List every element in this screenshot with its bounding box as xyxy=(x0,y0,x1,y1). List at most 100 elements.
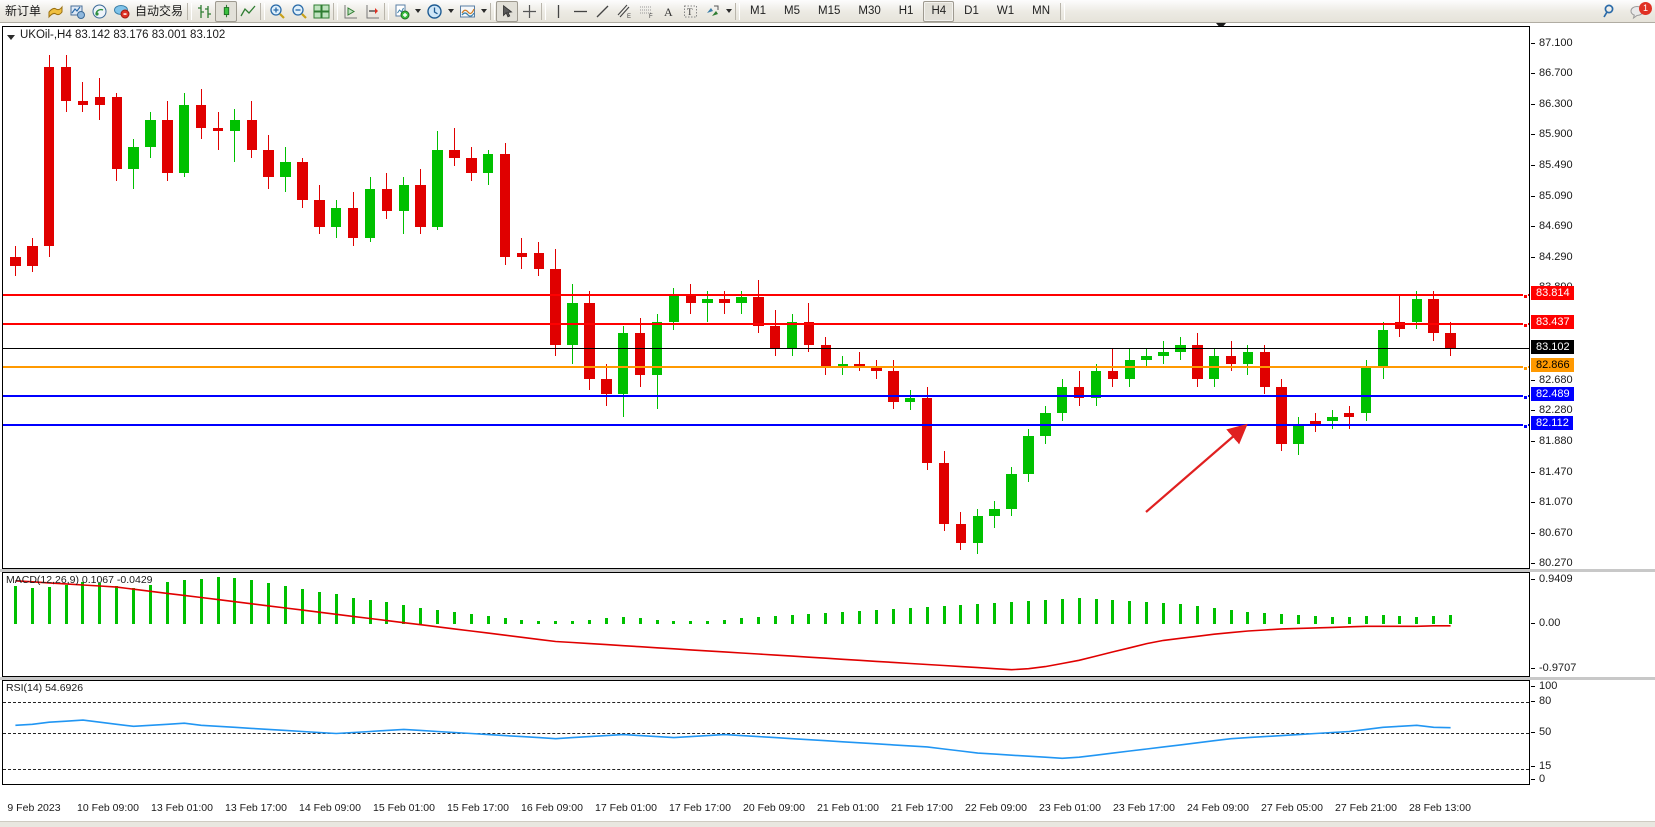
price-line-support-1[interactable] xyxy=(3,395,1529,401)
candle-body xyxy=(888,371,899,402)
price-line-handle[interactable] xyxy=(1523,294,1528,300)
tile-windows-icon[interactable] xyxy=(310,1,332,22)
time-axis[interactable]: 9 Feb 2023 10 Feb 09:00 13 Feb 01:00 13 Feb… xyxy=(0,799,1655,821)
macd-histogram-bar xyxy=(1077,597,1081,624)
price-axis[interactable]: 87.100 86.700 86.300 85.900 85.490 85.090 84.6… xyxy=(1531,26,1655,569)
timeframe-w1[interactable]: W1 xyxy=(996,4,1015,17)
macd-histogram-bar xyxy=(891,609,895,624)
price-line-handle[interactable] xyxy=(1523,395,1528,401)
candle-body xyxy=(364,188,376,239)
text-icon[interactable]: A xyxy=(657,1,679,22)
candle-body xyxy=(1327,417,1338,421)
chart-root: UKOil-,H4 83.142 83.176 83.001 83.102 87… xyxy=(0,23,1655,827)
period-clock-icon[interactable] xyxy=(423,1,445,22)
timeframe-h1[interactable]: H1 xyxy=(898,4,914,17)
macd-histogram-bar xyxy=(976,603,980,624)
panel-separator[interactable] xyxy=(0,569,1655,572)
navigator-icon[interactable] xyxy=(88,1,110,22)
timeframe-m30[interactable]: M30 xyxy=(858,4,881,17)
text-label-icon[interactable]: T xyxy=(679,1,701,22)
bar-chart-icon[interactable] xyxy=(193,1,215,22)
data-window-icon[interactable] xyxy=(44,1,66,22)
timeframe-m1[interactable]: M1 xyxy=(750,4,767,17)
timeframe-h4[interactable]: H4 xyxy=(923,0,955,22)
macd-tick: 0.9409 xyxy=(1531,573,1573,585)
candlestick-chart-icon[interactable] xyxy=(215,0,238,22)
macd-plot-area[interactable] xyxy=(2,572,1530,677)
horizontal-line-icon[interactable] xyxy=(569,1,591,22)
fibonacci-icon[interactable]: F xyxy=(635,1,657,22)
candle-body xyxy=(229,119,241,132)
notifications-icon[interactable]: 1 xyxy=(1623,1,1653,22)
rsi-tick: 15 xyxy=(1531,760,1551,772)
price-line-resistance-2[interactable] xyxy=(3,322,1529,328)
price-line-handle[interactable] xyxy=(1523,322,1528,328)
price-tick: 82.280 xyxy=(1531,404,1573,416)
price-line-resistance-1[interactable] xyxy=(3,294,1529,300)
new-chart-dropdown-icon[interactable] xyxy=(412,1,423,22)
candle-body xyxy=(415,184,426,227)
macd-signal-line xyxy=(15,580,1451,671)
timeframe-d1[interactable]: D1 xyxy=(964,4,979,17)
candle-body xyxy=(60,66,72,101)
zoom-out-icon[interactable] xyxy=(288,1,310,22)
candle-body xyxy=(43,66,55,246)
candle-body xyxy=(162,119,173,174)
cursor-icon[interactable] xyxy=(496,0,519,22)
period-dropdown-icon[interactable] xyxy=(445,1,456,22)
time-label: 21 Feb 17:00 xyxy=(891,802,953,814)
timeframe-m5[interactable]: M5 xyxy=(784,4,800,17)
price-panel[interactable]: UKOil-,H4 83.142 83.176 83.001 83.102 87… xyxy=(0,26,1655,569)
rsi-plot-area[interactable] xyxy=(2,680,1530,785)
price-line-pivot[interactable] xyxy=(3,366,1529,372)
autotrading-button[interactable]: 自动交易 xyxy=(135,3,184,18)
price-tick: 85.090 xyxy=(1531,190,1573,202)
price-line-current-price[interactable] xyxy=(3,348,1529,350)
macd-panel[interactable]: MACD(12,26,9) 0.1067 -0.0429 0.9409 0.00 -… xyxy=(0,572,1655,677)
rsi-panel[interactable]: RSI(14) 54.6926 100 80 50 15 0 xyxy=(0,680,1655,785)
candle-body xyxy=(753,296,764,326)
timeframe-mn[interactable]: MN xyxy=(1032,4,1050,17)
candle-body xyxy=(685,295,696,303)
annotation-arrow-up[interactable] xyxy=(1138,422,1258,522)
auto-scroll-icon[interactable] xyxy=(361,1,383,22)
new-chart-icon[interactable] xyxy=(390,1,412,22)
arrows-dropdown-icon[interactable] xyxy=(723,1,734,22)
price-tick: 84.690 xyxy=(1531,220,1573,232)
zoom-in-icon[interactable] xyxy=(266,1,288,22)
price-line-handle[interactable] xyxy=(1523,423,1528,429)
time-label: 27 Feb 21:00 xyxy=(1335,802,1397,814)
timeframe-m15[interactable]: M15 xyxy=(818,4,841,17)
candle-body xyxy=(1344,413,1355,418)
templates-dropdown-icon[interactable] xyxy=(478,1,489,22)
equidistant-channel-icon[interactable]: E xyxy=(613,1,635,22)
macd-histogram-bar xyxy=(165,581,169,624)
time-label: 21 Feb 01:00 xyxy=(817,802,879,814)
candle-body xyxy=(1023,436,1034,475)
macd-axis[interactable]: 0.9409 0.00 -0.9707 xyxy=(1531,572,1655,677)
templates-icon[interactable] xyxy=(456,1,478,22)
market-watch-icon[interactable] xyxy=(66,1,88,22)
arrows-icon[interactable] xyxy=(701,1,723,22)
new-order-button[interactable]: 新订单 xyxy=(5,3,42,18)
search-icon[interactable] xyxy=(1597,1,1623,22)
vertical-line-icon[interactable] xyxy=(547,1,569,22)
line-chart-icon[interactable] xyxy=(237,1,259,22)
chart-collapse-arrow-icon[interactable] xyxy=(7,35,15,40)
price-plot-area[interactable] xyxy=(2,26,1530,569)
time-label: 22 Feb 09:00 xyxy=(965,802,1027,814)
rsi-axis[interactable]: 100 80 50 15 0 xyxy=(1531,680,1655,785)
toolbar-separator xyxy=(489,2,496,21)
macd-histogram-bar xyxy=(1330,617,1334,624)
shift-end-icon[interactable] xyxy=(339,1,361,22)
price-line-support-2[interactable] xyxy=(3,423,1529,429)
macd-histogram-bar xyxy=(334,594,338,624)
autotrading-icon[interactable] xyxy=(110,1,132,22)
rsi-tick: 100 xyxy=(1531,680,1557,692)
price-line-handle[interactable] xyxy=(1523,366,1528,372)
crosshair-icon[interactable] xyxy=(518,1,540,22)
trendline-icon[interactable] xyxy=(591,1,613,22)
candle-body xyxy=(921,398,933,463)
macd-histogram-bar xyxy=(807,614,811,624)
panel-separator[interactable] xyxy=(0,677,1655,680)
